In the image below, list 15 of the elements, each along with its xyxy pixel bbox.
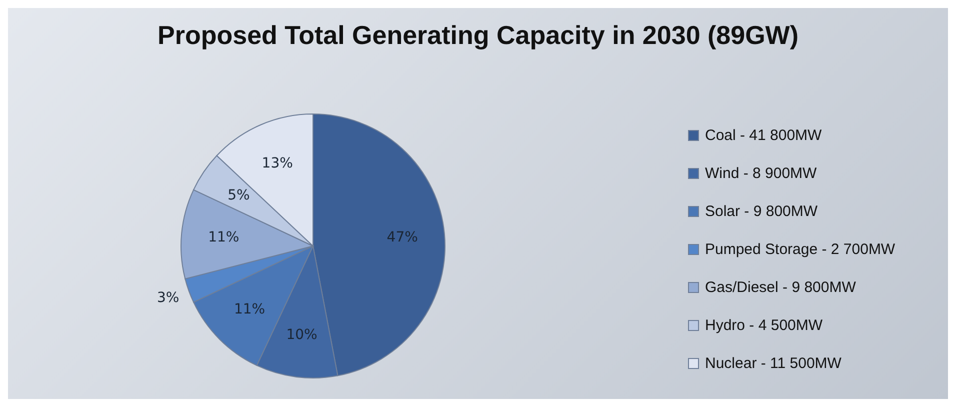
legend-label: Coal - 41 800MW [705,126,822,144]
data-label: 47% [386,230,418,246]
legend-label: Gas/Diesel - 9 800MW [705,278,856,296]
data-label: 10% [286,327,318,344]
legend-label: Solar - 9 800MW [705,202,818,220]
legend-label: Wind - 8 900MW [705,164,817,182]
data-label: 13% [262,156,293,172]
data-label: 11% [234,301,266,318]
data-label: 5% [228,188,250,204]
legend-label: Pumped Storage - 2 700MW [705,240,896,258]
data-label: 3% [156,290,180,306]
chart-title: Proposed Total Generating Capacity in 2030 (89GW) [156,20,800,51]
legend-label: Hydro - 4 500MW [705,316,823,334]
legend-label: Nuclear - 11 500MW [705,354,842,372]
data-label: 11% [208,230,240,246]
